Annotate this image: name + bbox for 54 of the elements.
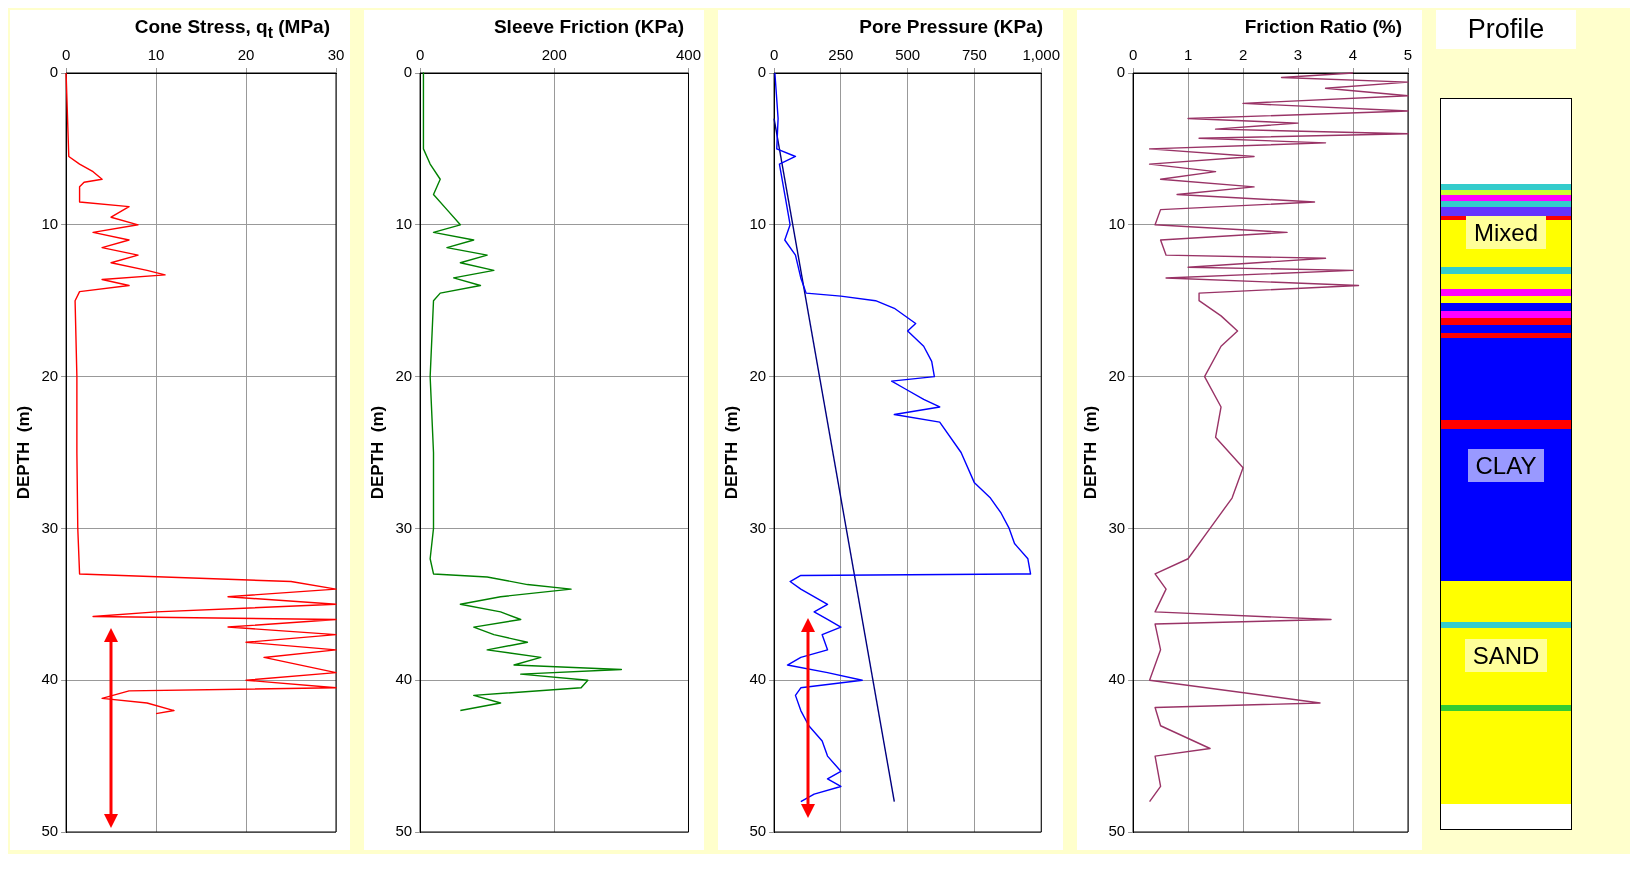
x-tick-label: 750 [961,46,987,64]
y-tick-label: 20 [749,366,767,384]
text: Mixed [1465,215,1547,249]
y-tick-label: 40 [749,670,767,688]
x-tick-label: 0 [1128,46,1138,64]
x-tick-label: 1 [1183,46,1193,64]
y-tick-label: 50 [41,822,59,840]
y-tick-label: 0 [403,63,413,81]
y-axis-title: DEPTH (m) [1080,405,1100,500]
y-tick-label: 20 [1108,366,1126,384]
x-tick-label: 0 [769,46,779,64]
y-tick-label: 10 [1108,214,1126,232]
y-tick-label: 50 [749,822,767,840]
y-tick-label: 20 [395,366,413,384]
y-tick-label: 10 [749,214,767,232]
y-tick-label: 30 [41,518,59,536]
y-axis-title: DEPTH (m) [367,405,387,500]
x-tick-label: 250 [828,46,854,64]
x-tick-label: 4 [1348,46,1358,64]
x-tick-label: 20 [237,46,255,64]
x-tick-label: 3 [1293,46,1303,64]
y-tick-label: 0 [49,63,59,81]
y-axis-title: DEPTH (m) [13,405,33,500]
text: SAND [1464,639,1548,673]
x-tick-label: 0 [61,46,71,64]
text: Profile [1436,10,1576,49]
x-tick-label: 500 [895,46,921,64]
y-tick-label: 10 [395,214,413,232]
chart-title: Cone Stress, q$_{t}$ (MPa) [134,16,330,41]
x-tick-label: 10 [147,46,165,64]
chart-title: Sleeve Friction (KPa) [493,16,684,37]
chart-title: Pore Pressure (KPa) [859,16,1043,37]
text: CLAY [1467,449,1545,483]
y-tick-label: 50 [1108,822,1126,840]
chart-title: Friction Ratio (%) [1244,16,1402,37]
x-tick-label: 30 [327,46,345,64]
y-tick-label: 20 [41,366,59,384]
y-tick-label: 40 [395,670,413,688]
y-tick-label: 10 [41,214,59,232]
y-tick-label: 0 [757,63,767,81]
x-tick-label: 2 [1238,46,1248,64]
y-tick-label: 40 [41,670,59,688]
y-tick-label: 30 [749,518,767,536]
y-tick-label: 30 [1108,518,1126,536]
y-tick-label: 0 [1116,63,1126,81]
x-tick-label: 1,000 [1022,46,1061,64]
y-tick-label: 30 [395,518,413,536]
x-tick-label: 0 [415,46,425,64]
y-tick-label: 50 [395,822,413,840]
y-tick-label: 40 [1108,670,1126,688]
x-tick-label: 400 [675,46,701,64]
y-axis-title: DEPTH (m) [721,405,741,500]
x-tick-label: 200 [541,46,567,64]
x-tick-label: 5 [1403,46,1413,64]
